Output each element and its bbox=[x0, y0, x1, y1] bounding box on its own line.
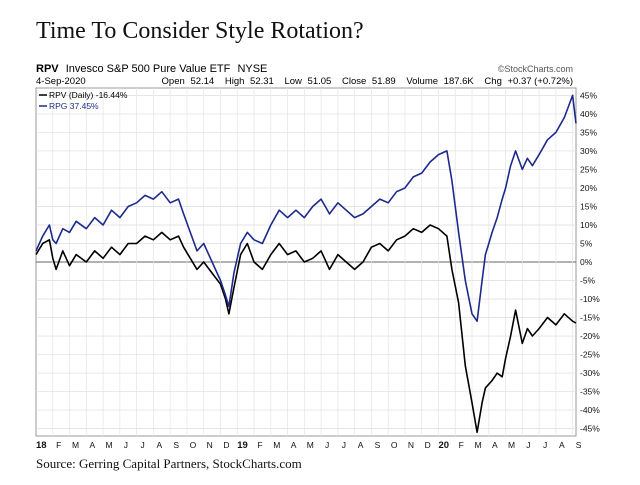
y-tick-label: 30% bbox=[580, 146, 597, 156]
volume-value: 187.6K bbox=[444, 76, 475, 87]
legend-rpv: RPV (Daily) -16.44% bbox=[49, 90, 128, 100]
x-tick-label: M bbox=[72, 440, 79, 450]
fund-name: Invesco S&P 500 Pure Value ETF bbox=[66, 63, 231, 75]
open-label: Open bbox=[162, 76, 185, 87]
y-tick-label: -15% bbox=[580, 313, 600, 323]
quote-row: Open 52.14 High 52.31 Low 51.05 Close 51… bbox=[162, 76, 573, 87]
x-tick-label: D bbox=[223, 440, 229, 450]
x-tick-label: N bbox=[408, 440, 414, 450]
volume-label: Volume bbox=[406, 76, 438, 87]
x-tick-label: M bbox=[307, 440, 314, 450]
y-tick-label: 40% bbox=[580, 109, 597, 119]
low-value: 51.05 bbox=[308, 76, 332, 87]
x-tick-label: M bbox=[474, 440, 481, 450]
watermark: ©StockCharts.com bbox=[498, 64, 573, 74]
x-tick-label: S bbox=[173, 440, 179, 450]
x-tick-label: J bbox=[140, 440, 144, 450]
x-tick-label: F bbox=[257, 440, 262, 450]
x-tick-label: D bbox=[425, 440, 431, 450]
series-line-rpg bbox=[35, 94, 577, 322]
open-value: 52.14 bbox=[190, 76, 214, 87]
x-axis: 18 F M A M J J A S O N D 19 F M A M J J A S O N D 20 F M A M J J A S bbox=[36, 440, 582, 451]
series-line-rpv bbox=[35, 224, 577, 434]
close-value: 51.89 bbox=[372, 76, 396, 87]
x-tick-label: 20 bbox=[438, 440, 449, 451]
x-tick-label: M bbox=[106, 440, 113, 450]
chg-label: Chg bbox=[484, 76, 501, 87]
x-tick-label: J bbox=[325, 440, 329, 450]
x-tick-label: A bbox=[89, 440, 95, 450]
chart-header: RPV Invesco S&P 500 Pure Value ETF NYSE bbox=[36, 63, 267, 75]
x-tick-label: A bbox=[157, 440, 163, 450]
x-tick-label: O bbox=[391, 440, 398, 450]
source-note: Source: Gerring Capital Partners, StockC… bbox=[36, 456, 302, 471]
y-tick-label: 15% bbox=[580, 201, 597, 211]
y-tick-label: 45% bbox=[580, 90, 597, 100]
chg-value: +0.37 (+0.72%) bbox=[508, 76, 574, 87]
legend: RPV (Daily) -16.44% RPG 37.45% bbox=[39, 90, 128, 111]
x-tick-label: O bbox=[190, 440, 197, 450]
y-tick-label: -30% bbox=[580, 368, 600, 378]
page-title: Time To Consider Style Rotation? bbox=[36, 18, 364, 44]
high-label: High bbox=[225, 76, 245, 87]
y-axis: 45% 40% 35% 30% 25% 20% 15% 10% 5% 0% -5% -10% -15% -… bbox=[580, 90, 600, 433]
x-tick-label: A bbox=[291, 440, 297, 450]
y-tick-label: 25% bbox=[580, 164, 597, 174]
x-tick-label: J bbox=[543, 440, 547, 450]
x-tick-label: F bbox=[459, 440, 464, 450]
y-tick-label: 10% bbox=[580, 220, 597, 230]
low-label: Low bbox=[284, 76, 302, 87]
y-tick-label: 0% bbox=[580, 257, 593, 267]
y-tick-label: 20% bbox=[580, 183, 597, 193]
date-label: 4-Sep-2020 bbox=[36, 76, 86, 87]
y-tick-label: -25% bbox=[580, 350, 600, 360]
exchange-label: NYSE bbox=[237, 63, 267, 75]
y-tick-label: -5% bbox=[580, 276, 596, 286]
y-tick-label: -40% bbox=[580, 405, 600, 415]
x-tick-label: A bbox=[559, 440, 565, 450]
high-value: 52.31 bbox=[250, 76, 274, 87]
x-tick-label: J bbox=[124, 440, 128, 450]
x-tick-label: J bbox=[342, 440, 346, 450]
x-tick-label: S bbox=[576, 440, 582, 450]
series-layer bbox=[35, 94, 577, 434]
y-tick-label: -10% bbox=[580, 294, 600, 304]
x-tick-label: 18 bbox=[36, 440, 47, 451]
y-tick-label: -35% bbox=[580, 387, 600, 397]
legend-rpg: RPG 37.45% bbox=[49, 101, 99, 111]
x-tick-label: A bbox=[492, 440, 498, 450]
x-tick-label: A bbox=[358, 440, 364, 450]
y-tick-label: 5% bbox=[580, 238, 593, 248]
close-label: Close bbox=[342, 76, 366, 87]
x-tick-label: N bbox=[207, 440, 213, 450]
x-tick-label: M bbox=[508, 440, 515, 450]
x-tick-label: J bbox=[526, 440, 530, 450]
x-tick-label: 19 bbox=[237, 440, 248, 451]
symbol-label: RPV bbox=[36, 63, 59, 75]
x-tick-label: F bbox=[56, 440, 61, 450]
y-tick-label: -20% bbox=[580, 331, 600, 341]
y-tick-label: -45% bbox=[580, 424, 600, 434]
x-tick-label: M bbox=[273, 440, 280, 450]
x-tick-label: S bbox=[375, 440, 381, 450]
y-tick-label: 35% bbox=[580, 127, 597, 137]
